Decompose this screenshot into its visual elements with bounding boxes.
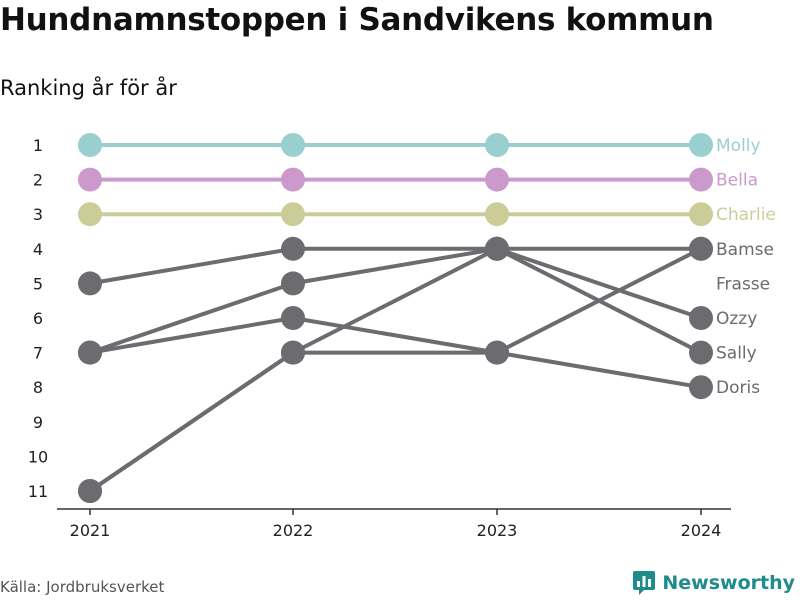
- x-tick-label: 2022: [273, 521, 314, 540]
- series-point-bamse: [78, 271, 102, 296]
- series-point-ozzy: [281, 271, 305, 296]
- series-point-ozzy: [78, 340, 102, 365]
- y-tick-label: 1: [33, 136, 43, 155]
- end-label-bella: Bella: [716, 171, 758, 191]
- series-point-bamse: [485, 236, 509, 261]
- end-label-ozzy: Ozzy: [716, 309, 757, 329]
- end-label-molly: Molly: [716, 136, 761, 156]
- series-lines: [88, 143, 703, 493]
- x-tick-label: 2023: [477, 521, 518, 540]
- series-point-molly: [281, 133, 305, 157]
- y-tick-label: 10: [28, 447, 48, 466]
- series-point-charlie: [485, 202, 509, 227]
- brand-name: Newsworthy: [662, 572, 795, 594]
- x-tick-label: 2024: [681, 521, 722, 540]
- series-point-sally: [689, 340, 713, 365]
- series-point-bamse: [281, 236, 305, 261]
- y-tick-label: 2: [33, 171, 43, 190]
- series-point-charlie: [281, 202, 305, 227]
- end-label-charlie: Charlie: [716, 205, 776, 225]
- series-line-doris: [88, 316, 703, 390]
- series-line-frasse: [88, 246, 703, 493]
- series-point-bella: [281, 167, 305, 192]
- series-line-ozzy: [88, 246, 703, 355]
- series-point-frasse: [281, 340, 305, 365]
- series-point-doris: [281, 306, 305, 330]
- y-tick-label: 6: [33, 309, 43, 328]
- source-note: Källa: Jordbruksverket: [0, 578, 165, 596]
- series-point-bamse: [689, 236, 713, 261]
- end-labels: Molly Bella Charlie Bamse Frasse Ozzy Sally Dor…: [716, 136, 776, 398]
- series-line-bamse: [88, 246, 703, 286]
- y-tick-label: 11: [28, 482, 48, 501]
- brand-logo: Newsworthy: [632, 570, 795, 596]
- y-axis-ticks: 1 2 3 4 5 6 7 8 9 10 11: [28, 136, 48, 501]
- y-tick-label: 7: [33, 344, 43, 363]
- chart-subtitle: Ranking år för år: [0, 76, 177, 100]
- series-points: [78, 133, 713, 503]
- series-point-frasse: [78, 479, 102, 503]
- y-tick-label: 5: [33, 274, 43, 293]
- end-label-sally: Sally: [716, 344, 757, 364]
- series-point-ozzy: [689, 306, 713, 330]
- series-point-bella: [78, 167, 102, 192]
- series-point-charlie: [78, 202, 102, 227]
- end-label-bamse: Bamse: [716, 240, 774, 260]
- end-label-frasse: Frasse: [716, 274, 770, 294]
- chart-title: Hundnamnstoppen i Sandvikens kommun: [0, 2, 714, 38]
- series-point-doris: [689, 375, 713, 400]
- newsworthy-icon: [633, 571, 656, 595]
- x-axis: 2021 2022 2023 2024: [57, 508, 731, 540]
- y-tick-label: 9: [33, 413, 43, 432]
- series-point-bella: [485, 167, 509, 192]
- end-label-doris: Doris: [716, 378, 760, 398]
- series-point-frasse: [485, 340, 509, 365]
- series-point-bella: [689, 167, 713, 192]
- series-point-molly: [78, 133, 102, 157]
- series-point-molly: [689, 133, 713, 157]
- series-point-charlie: [689, 202, 713, 227]
- x-tick-label: 2021: [70, 521, 111, 540]
- y-tick-label: 4: [33, 240, 43, 259]
- y-tick-label: 3: [33, 205, 43, 224]
- series-point-molly: [485, 133, 509, 157]
- y-tick-label: 8: [33, 378, 43, 397]
